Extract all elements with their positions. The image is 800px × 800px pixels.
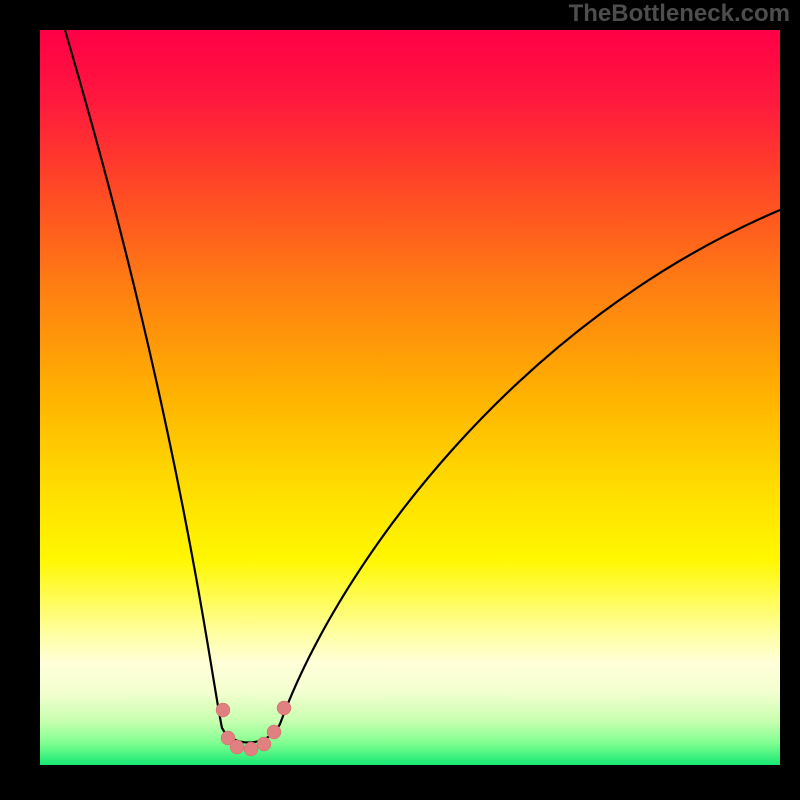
watermark-text: TheBottleneck.com <box>569 0 790 28</box>
plot-background <box>40 30 780 765</box>
valley-marker <box>230 740 244 754</box>
valley-marker <box>267 725 281 739</box>
valley-marker <box>257 737 271 751</box>
valley-marker <box>244 742 258 756</box>
chart-container: TheBottleneck.com <box>0 0 800 800</box>
valley-marker <box>277 701 291 715</box>
valley-marker <box>216 703 230 717</box>
bottleneck-chart <box>0 0 800 800</box>
